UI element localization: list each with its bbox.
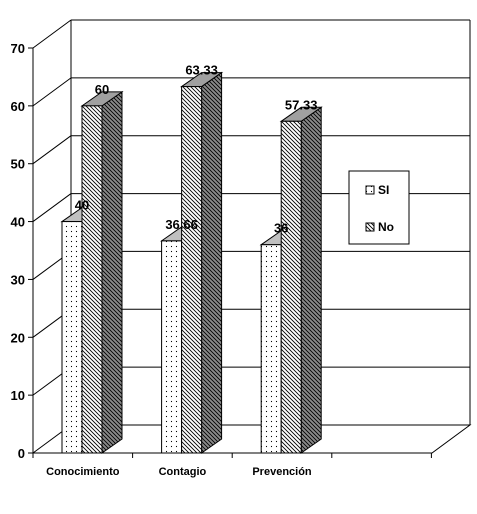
- y-tick-label: 60: [11, 99, 25, 114]
- bar-side: [101, 90, 123, 454]
- legend-label: No: [378, 220, 394, 234]
- gridline-side: [32, 77, 72, 107]
- bars: [60, 71, 323, 454]
- y-tick-label: 70: [11, 41, 25, 56]
- data-label: 63.33: [185, 63, 218, 78]
- legend-swatch-no: [365, 222, 375, 232]
- y-axis-ticks: 0 10 20 30 40 50 60 70: [11, 41, 33, 461]
- x-tick-label: Contagio: [159, 466, 207, 478]
- legend-swatch-si: [365, 185, 375, 195]
- y-tick-label: 30: [11, 272, 25, 287]
- bar-side: [300, 106, 322, 454]
- data-label: 36: [274, 221, 288, 236]
- gridline-side: [32, 135, 72, 165]
- bar-front: [161, 240, 183, 454]
- gridline-side: [32, 193, 72, 222]
- y-tick-label: 40: [11, 215, 25, 230]
- bar-no-1: [180, 71, 224, 454]
- legend-label: SI: [378, 183, 389, 197]
- bar-front: [61, 221, 83, 454]
- bar-no-2: [279, 106, 323, 454]
- x-tick-label: Conocimiento: [46, 466, 120, 478]
- y-tick-label: 10: [11, 388, 25, 403]
- data-label: 60: [95, 82, 109, 97]
- bar-front: [181, 86, 203, 454]
- data-labels: 40 60 36.66 63.33 36 57.33: [75, 63, 318, 236]
- data-label: 36.66: [165, 217, 198, 232]
- bar-front: [81, 105, 103, 454]
- bar-no-0: [80, 90, 124, 454]
- legend-box: [348, 170, 410, 245]
- data-label: 57.33: [285, 97, 318, 112]
- bar-front: [280, 120, 302, 454]
- y-tick-label: 20: [11, 330, 25, 345]
- y-tick-label: 50: [11, 157, 25, 172]
- category-labels: Conocimiento Contagio Prevención: [32, 453, 432, 478]
- bar-front: [260, 244, 282, 454]
- legend: SI No: [348, 170, 410, 245]
- data-label: 40: [75, 198, 89, 213]
- y-tick-label: 0: [18, 446, 25, 461]
- plot-area: [33, 20, 470, 453]
- gridline-side: [32, 19, 72, 49]
- bar-side: [201, 71, 223, 454]
- x-tick-label: Prevención: [252, 466, 312, 478]
